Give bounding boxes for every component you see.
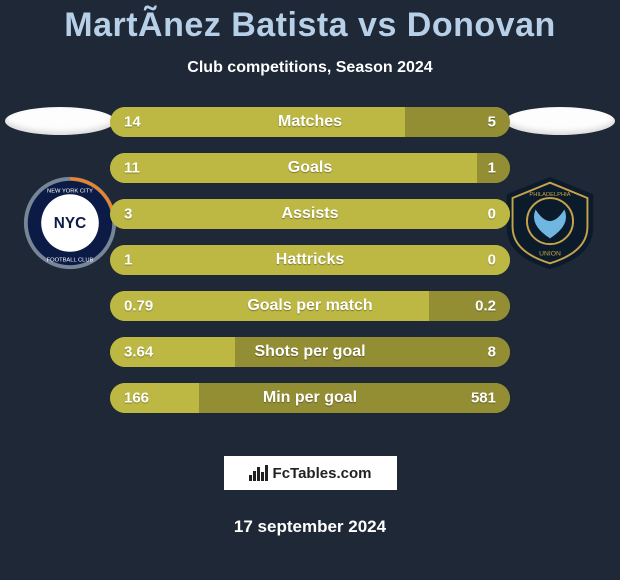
stat-value-right: 0: [488, 252, 496, 269]
stat-value-left: 0.79: [124, 298, 153, 315]
stat-value-right: 581: [471, 390, 496, 407]
stat-label: Assists: [282, 205, 339, 223]
comparison-stage: NYC NEW YORK CITY FOOTBALL CLUB PHILADEL…: [0, 107, 620, 437]
stat-row: 166 581 Min per goal: [110, 383, 510, 413]
club-logo-left: NYC NEW YORK CITY FOOTBALL CLUB: [22, 175, 118, 271]
nycfc-icon: NYC NEW YORK CITY FOOTBALL CLUB: [22, 175, 118, 271]
stat-value-right: 8: [488, 344, 496, 361]
stat-value-right: 0.2: [475, 298, 496, 315]
halo-right: [505, 107, 615, 135]
stat-row: 0.79 0.2 Goals per match: [110, 291, 510, 321]
svg-text:NYC: NYC: [54, 215, 86, 232]
stat-label: Matches: [278, 113, 342, 131]
stat-value-left: 11: [124, 160, 140, 177]
stat-label: Shots per goal: [254, 343, 365, 361]
stat-fill-left: [110, 107, 405, 137]
stat-label: Goals per match: [247, 297, 372, 315]
stat-label: Hattricks: [276, 251, 344, 269]
stat-bars: 145Matches111Goals30Assists10Hattricks0.…: [110, 107, 510, 429]
stat-row: 111Goals: [110, 153, 510, 183]
subtitle: Club competitions, Season 2024: [0, 59, 620, 77]
philadelphia-union-icon: PHILADELPHIA UNION: [502, 175, 598, 271]
halo-left: [5, 107, 115, 135]
stat-row: 14 5 Matches: [110, 107, 510, 137]
club-logo-right: PHILADELPHIA UNION: [502, 175, 598, 271]
brand-badge: FcTables.com: [223, 455, 398, 491]
svg-text:UNION: UNION: [539, 251, 561, 258]
stat-row: 1 0 Hattricks: [110, 245, 510, 275]
stat-label: Min per goal: [263, 389, 357, 407]
stat-row: 3 0 Assists: [110, 199, 510, 229]
svg-text:NEW YORK CITY: NEW YORK CITY: [47, 188, 93, 194]
stat-value-right: 0: [488, 206, 496, 223]
stat-value-left: 3.64: [124, 344, 153, 361]
stat-value-left: 3: [124, 206, 132, 223]
stat-value-right: 1: [488, 160, 496, 177]
stat-fill-right: [429, 291, 510, 321]
svg-text:FOOTBALL CLUB: FOOTBALL CLUB: [47, 257, 94, 263]
stat-row: 3.64 8 Shots per goal: [110, 337, 510, 367]
bar-chart-icon: [249, 465, 269, 481]
brand-text: FcTables.com: [273, 465, 372, 482]
date-text: 17 september 2024: [0, 517, 620, 537]
stat-value-left: 1: [124, 252, 132, 269]
page-title: MartÃ­nez Batista vs Donovan: [0, 0, 620, 45]
stat-value-left: 14: [124, 114, 141, 131]
stat-value-right: 5: [488, 114, 496, 131]
stat-value-left: 166: [124, 390, 149, 407]
svg-text:PHILADELPHIA: PHILADELPHIA: [529, 192, 570, 198]
stat-label: Goals: [288, 159, 332, 177]
